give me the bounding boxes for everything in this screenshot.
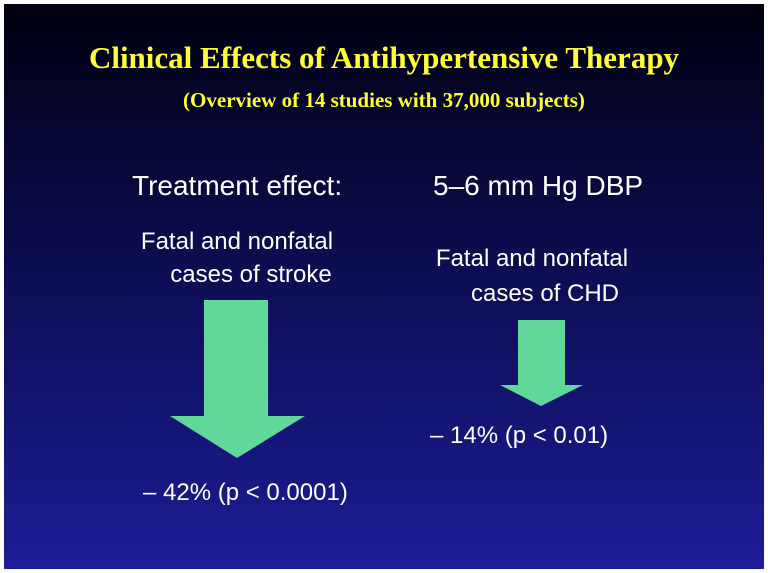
treatment-label: Treatment effect: [132, 170, 342, 201]
subtitle: (Overview of 14 studies with 37,000 subj… [183, 88, 585, 112]
outcome-label: Fatal and nonfatal [141, 228, 333, 255]
outcome-label: Fatal and nonfatal [436, 245, 628, 272]
title: Clinical Effects of Antihypertensive The… [89, 40, 680, 75]
down-arrow [500, 320, 583, 406]
background [4, 4, 764, 569]
outcome-label: cases of CHD [471, 280, 619, 307]
treatment-value: 5–6 mm Hg DBP [433, 170, 643, 201]
outcome-result: – 42% (p < 0.0001) [143, 479, 348, 506]
down-arrow [170, 300, 305, 458]
outcome-result: – 14% (p < 0.01) [430, 422, 608, 449]
outcome-label: cases of stroke [170, 261, 331, 288]
